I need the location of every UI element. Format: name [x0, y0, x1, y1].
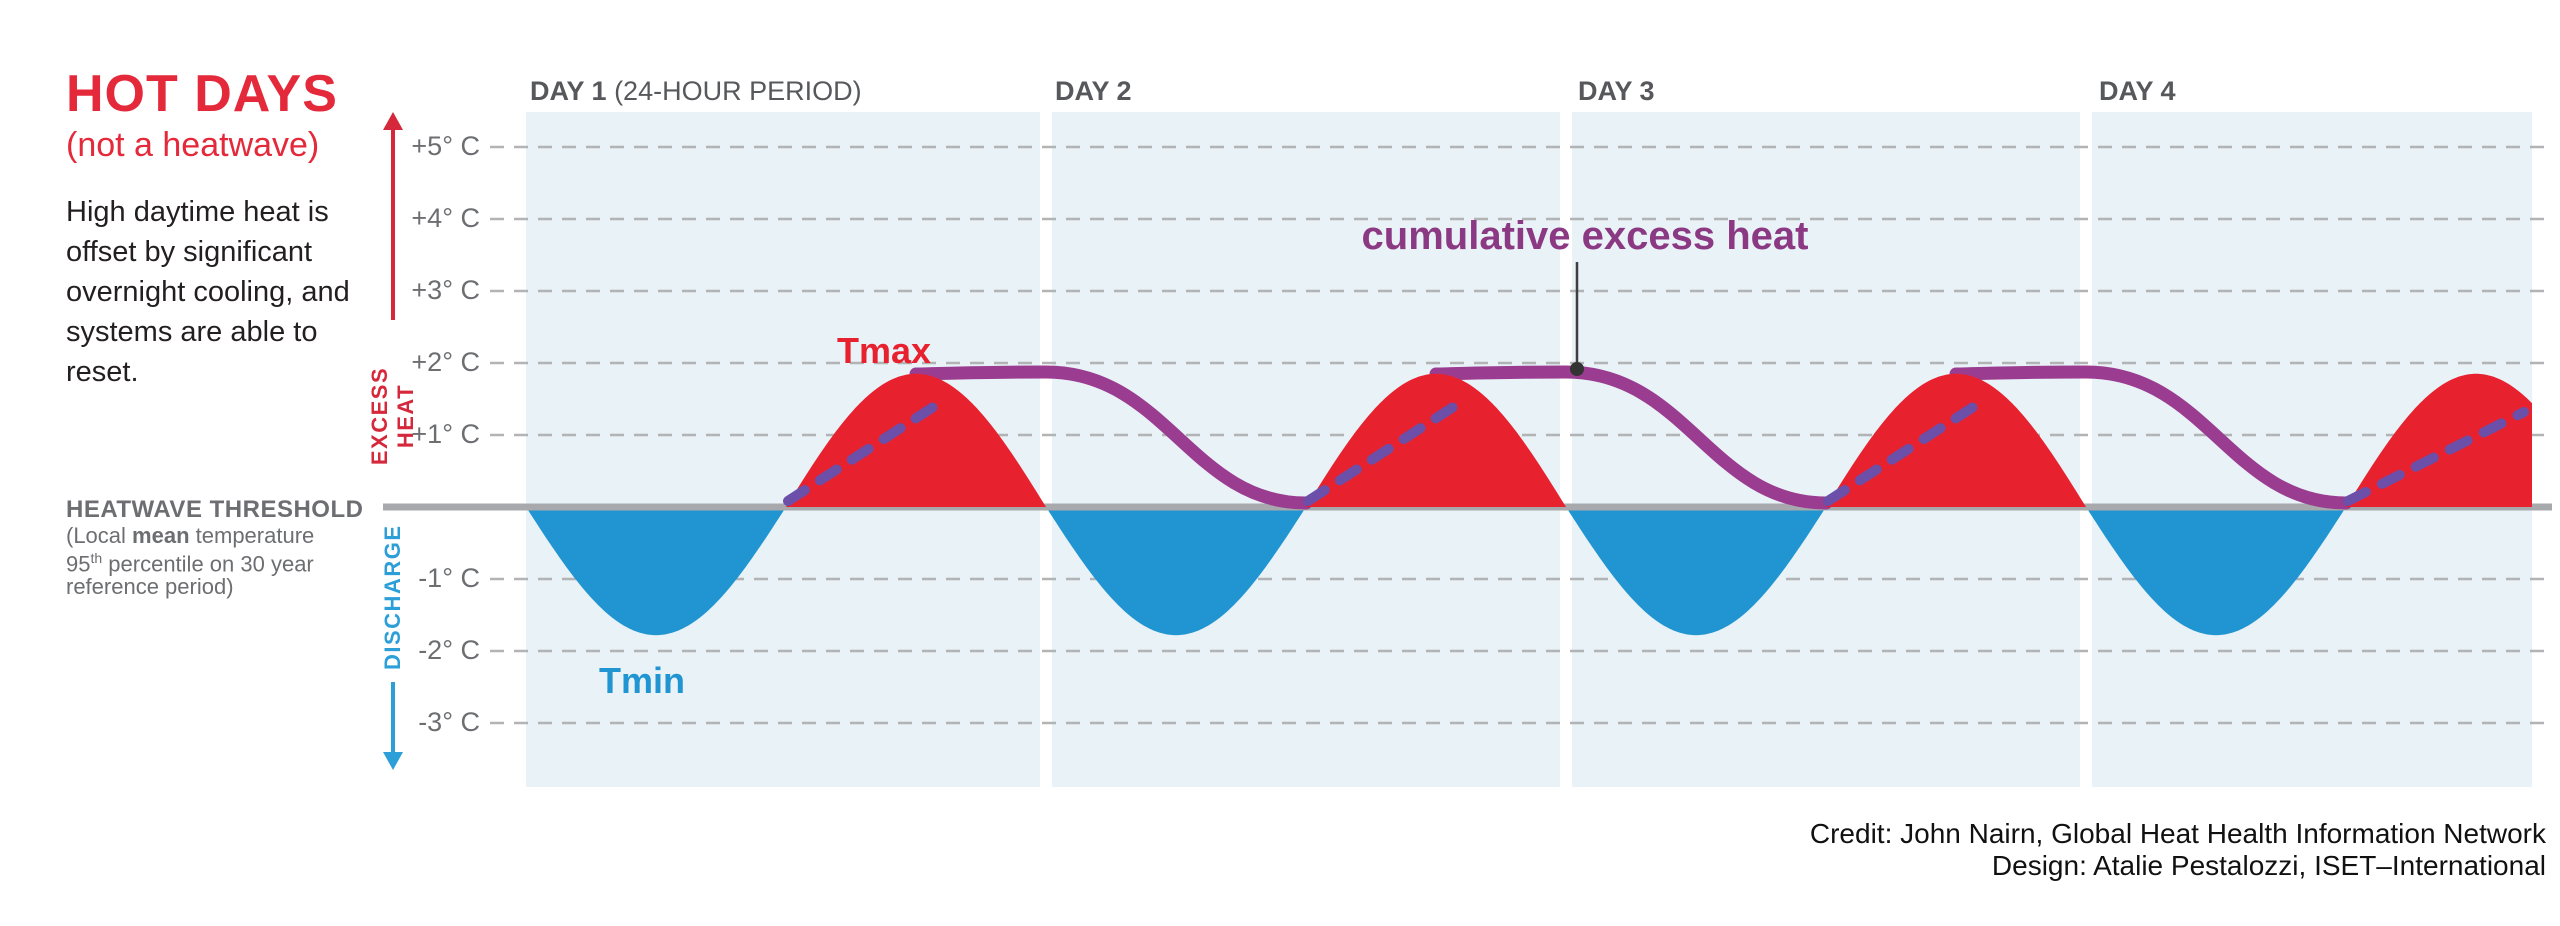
day-header-label: DAY 3 [1578, 76, 1655, 106]
down-arrow-icon [391, 682, 395, 752]
accumulation-dashed-line [2343, 407, 2529, 506]
description-text: High daytime heat is offset by significa… [66, 196, 350, 388]
up-arrowhead-icon [383, 112, 403, 130]
day-header-label: DAY 1 [530, 76, 607, 106]
design-line: Design: Atalie Pestalozzi, ISET–Internat… [1991, 850, 2546, 881]
page-title: HOT DAYS [66, 65, 338, 123]
y-tick-label: +1° C [411, 419, 480, 449]
threshold-note-part: temperature 95 [66, 523, 315, 577]
day-header-4: DAY 4 [2099, 76, 2176, 107]
y-tick-label: +4° C [411, 203, 480, 233]
tmin-label: Tmin [599, 660, 685, 701]
threshold-note-sup: th [90, 550, 103, 566]
day-header-3: DAY 3 [1578, 76, 1655, 107]
accumulation-dashed-line [1303, 395, 1469, 506]
tmax-label: Tmax [836, 330, 932, 371]
day-header-label: DAY 4 [2099, 76, 2176, 106]
day-header-1: DAY 1 (24-HOUR PERIOD) [530, 76, 862, 107]
day-header-2: DAY 2 [1055, 76, 1132, 107]
day-header-sublabel: (24-HOUR PERIOD) [606, 76, 862, 106]
cumulative-curve [1429, 365, 1833, 510]
accumulation-dashed-line [783, 395, 949, 506]
credit-line: Credit: John Nairn, Global Heat Health I… [1809, 818, 2546, 849]
y-tick-label: -1° C [418, 563, 480, 593]
discharge-area [526, 507, 2532, 636]
y-tick-label: -2° C [418, 635, 480, 665]
up-arrow-icon [391, 128, 395, 320]
threshold-heading: HEATWAVE THRESHOLD [66, 496, 364, 523]
threshold-note-bold: mean [132, 523, 190, 548]
y-tick-label: +3° C [411, 275, 480, 305]
credits: Credit: John Nairn, Global Heat Health I… [1810, 818, 2546, 882]
page-subtitle: (not a heatwave) [66, 126, 320, 164]
threshold-note-part: percentile on 30 year reference period) [66, 551, 314, 600]
y-tick-label: +2° C [411, 347, 480, 377]
down-arrowhead-icon [383, 752, 403, 770]
pointer-dot [1570, 362, 1584, 376]
threshold-note: (Local mean temperature 95th percentile … [66, 524, 352, 598]
excess-heat-area [526, 373, 2532, 507]
threshold-note-part: (Local [66, 523, 133, 548]
day-header-label: DAY 2 [1055, 76, 1132, 106]
cumulative-curve [909, 365, 1313, 510]
accumulation-dashed-line [1823, 395, 1989, 506]
cumulative-excess-heat-label: cumulative excess heat [1361, 214, 1809, 258]
y-tick-label: +5° C [411, 131, 480, 161]
y-tick-label: -3° C [418, 707, 480, 737]
cumulative-curve [1949, 365, 2353, 510]
